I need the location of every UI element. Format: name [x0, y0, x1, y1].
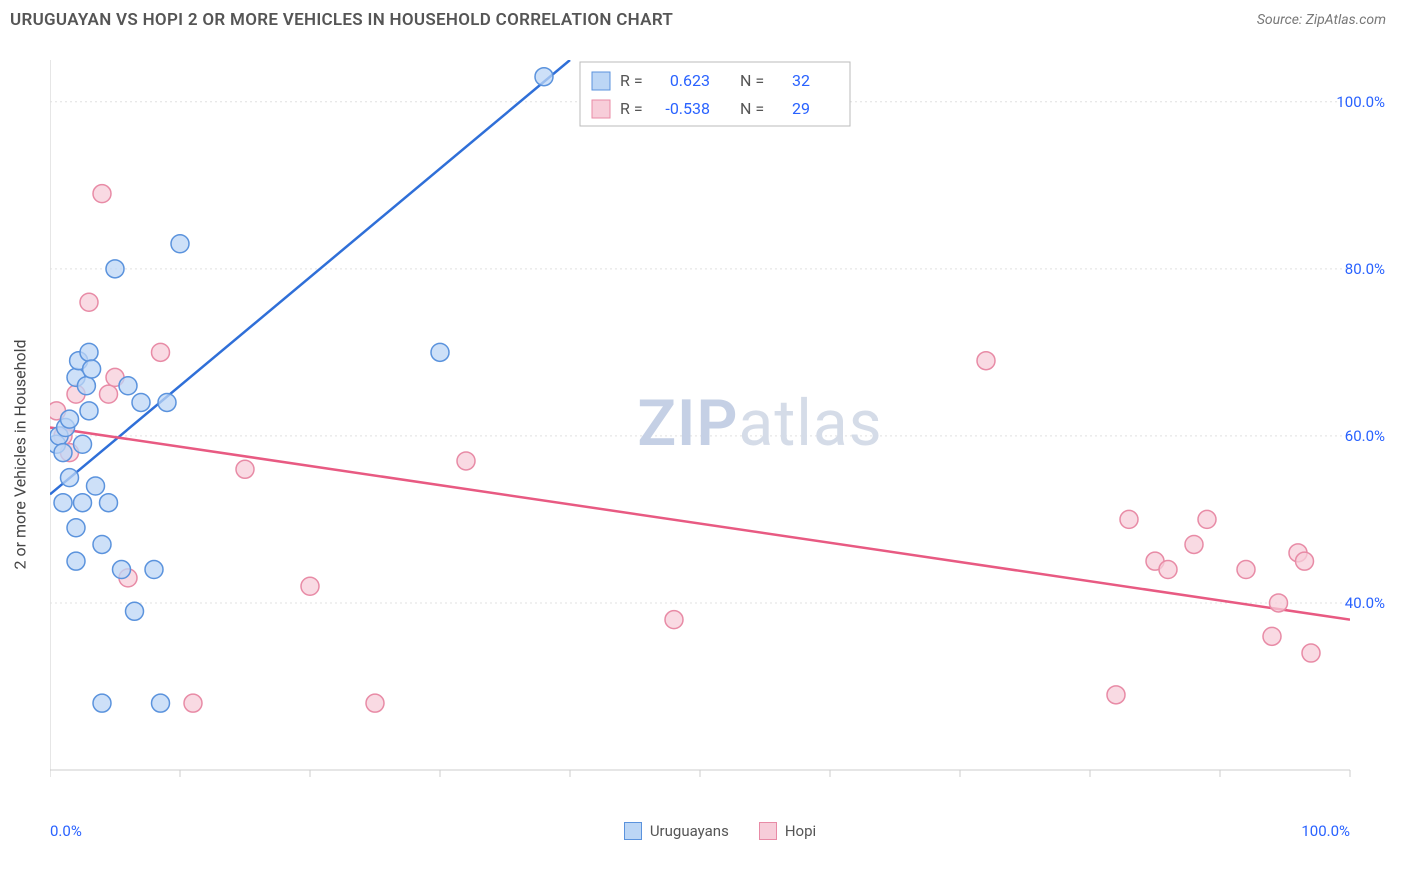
x-tick-100: 100.0%	[1301, 822, 1350, 840]
chart-header: URUGUAYAN VS HOPI 2 OR MORE VEHICLES IN …	[0, 0, 1406, 40]
stat-r-label: R =	[620, 99, 643, 118]
chart-title: URUGUAYAN VS HOPI 2 OR MORE VEHICLES IN …	[10, 10, 673, 30]
data-point	[54, 444, 72, 462]
stat-r-label: R =	[620, 71, 643, 90]
data-point	[74, 494, 92, 512]
bottom-legend: 0.0% Uruguayans Hopi 100.0%	[50, 822, 1390, 840]
legend-label-uruguayans: Uruguayans	[650, 822, 729, 840]
data-point	[152, 343, 170, 361]
y-tick-label: 60.0%	[1345, 427, 1385, 445]
data-point	[67, 552, 85, 570]
data-point	[977, 352, 995, 370]
data-point	[1296, 552, 1314, 570]
data-point	[132, 393, 150, 411]
regression-line	[50, 60, 570, 494]
y-tick-label: 40.0%	[1345, 594, 1385, 612]
legend-item-hopi: Hopi	[759, 822, 816, 840]
data-point	[100, 385, 118, 403]
data-point	[1237, 561, 1255, 579]
data-point	[1263, 627, 1281, 645]
data-point	[366, 694, 384, 712]
stat-n-value: 32	[792, 71, 810, 90]
legend-item-uruguayans: Uruguayans	[624, 822, 729, 840]
data-point	[67, 519, 85, 537]
data-point	[80, 293, 98, 311]
data-point	[80, 402, 98, 420]
data-point	[77, 377, 95, 395]
data-point	[457, 452, 475, 470]
scatter-chart: 40.0% 60.0% 80.0% 100.0% ZIPatlas R = 0.623 N =…	[50, 50, 1390, 810]
data-point	[113, 561, 131, 579]
stat-swatch	[592, 100, 610, 118]
data-point	[54, 494, 72, 512]
data-point	[535, 68, 553, 86]
data-point	[126, 602, 144, 620]
data-point	[236, 460, 254, 478]
data-point	[184, 694, 202, 712]
data-point	[119, 377, 137, 395]
x-tick-0: 0.0%	[50, 822, 82, 840]
data-point	[301, 577, 319, 595]
data-point	[158, 393, 176, 411]
data-point	[83, 360, 101, 378]
data-point	[87, 477, 105, 495]
data-point	[61, 410, 79, 428]
data-point	[145, 561, 163, 579]
legend-label-hopi: Hopi	[785, 822, 816, 840]
data-point	[93, 694, 111, 712]
data-point	[1120, 510, 1138, 528]
data-point	[431, 343, 449, 361]
data-point	[1198, 510, 1216, 528]
data-point	[1185, 535, 1203, 553]
data-point	[93, 185, 111, 203]
data-point	[106, 260, 124, 278]
data-point	[171, 235, 189, 253]
data-point	[93, 535, 111, 553]
y-tick-label: 80.0%	[1345, 260, 1385, 278]
y-axis-label: 2 or more Vehicles in Household	[11, 339, 30, 569]
stat-r-value: 0.623	[670, 71, 710, 90]
legend-swatch-hopi	[759, 822, 777, 840]
data-point	[1107, 686, 1125, 704]
source-attribution: Source: ZipAtlas.com	[1257, 12, 1386, 28]
data-point	[665, 611, 683, 629]
stat-swatch	[592, 72, 610, 90]
y-tick-label: 100.0%	[1336, 93, 1385, 111]
data-point	[100, 494, 118, 512]
stat-n-label: N =	[740, 99, 764, 118]
data-point	[152, 694, 170, 712]
stat-n-value: 29	[792, 99, 810, 118]
stat-n-label: N =	[740, 71, 764, 90]
watermark: ZIPatlas	[637, 386, 882, 461]
data-point	[1270, 594, 1288, 612]
legend-swatch-uruguayans	[624, 822, 642, 840]
data-point	[74, 435, 92, 453]
chart-container: 2 or more Vehicles in Household 40.0%60.…	[50, 50, 1390, 840]
data-point	[1302, 644, 1320, 662]
data-point	[61, 469, 79, 487]
data-point	[80, 343, 98, 361]
stat-r-value: -0.538	[665, 99, 710, 118]
data-point	[1159, 561, 1177, 579]
